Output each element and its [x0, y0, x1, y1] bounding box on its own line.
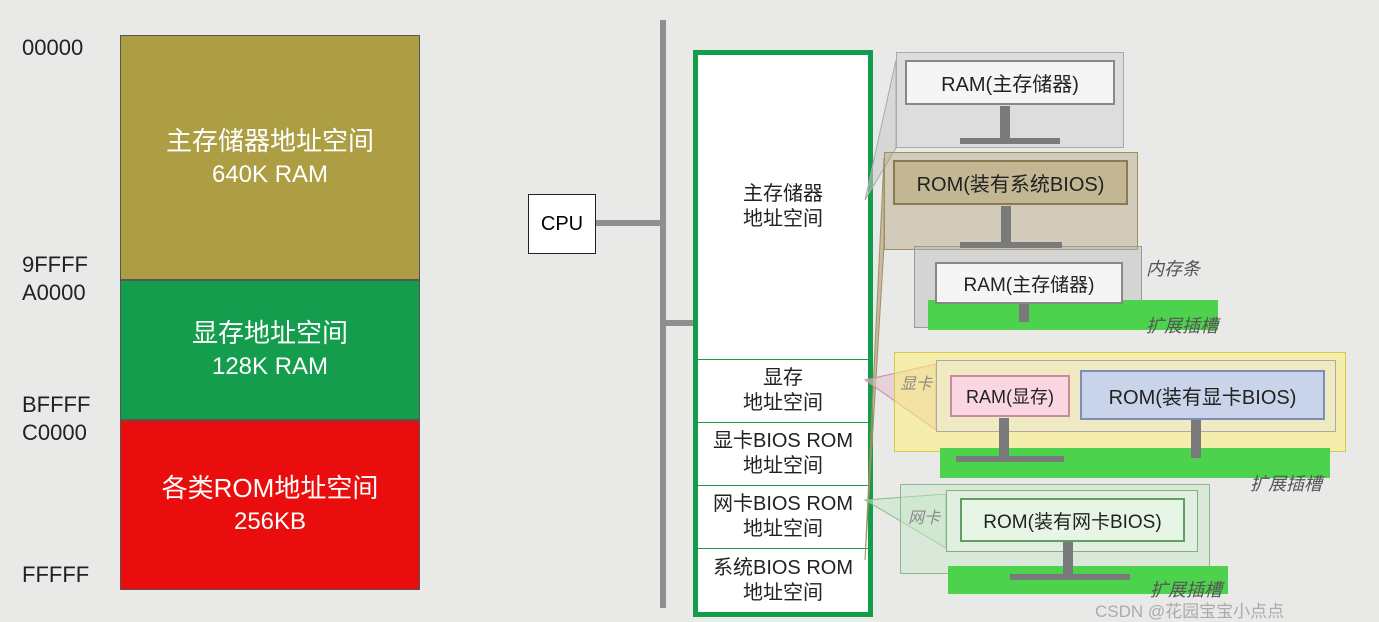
stem-v: [1001, 206, 1011, 244]
cpu-label: CPU: [541, 213, 583, 236]
memmap-seg-title: 主存储器地址空间: [166, 124, 374, 159]
stem-h: [960, 242, 1062, 248]
device-rom_gpu: ROM(装有显卡BIOS): [1080, 370, 1325, 420]
device-label: RAM(主存储器): [941, 68, 1079, 97]
label-watermark: CSDN @花园宝宝小点点: [1095, 597, 1284, 622]
stem-v: [1063, 542, 1073, 576]
memmap-addr-bot: 9FFFF: [22, 252, 88, 278]
addrspace-row-l1: 主存储器: [743, 182, 823, 207]
memmap-seg-sub: 256KB: [234, 506, 306, 538]
addrspace-row-l2: 地址空间: [743, 207, 823, 232]
device-label: ROM(装有网卡BIOS): [983, 507, 1161, 534]
addrspace-row: 系统BIOS ROM地址空间: [698, 549, 868, 612]
memmap-segment: 主存储器地址空间640K RAM: [120, 35, 420, 280]
memmap-addr-bot: BFFFF: [22, 392, 90, 418]
stem-v: [1191, 420, 1201, 458]
label-gpu: 显卡: [900, 370, 932, 394]
addrspace-row: 显卡BIOS ROM地址空间: [698, 423, 868, 486]
bus-addr-line: [660, 320, 693, 326]
device-label: ROM(装有显卡BIOS): [1109, 381, 1297, 410]
device-ram_gpu: RAM(显存): [950, 375, 1070, 417]
label-mem_stick: 内存条: [1146, 255, 1200, 281]
cpu-box: CPU: [528, 194, 596, 254]
label-slot1: 扩展插槽: [1146, 312, 1218, 338]
memmap-seg-sub: 640K RAM: [212, 159, 328, 191]
device-ram_main_top: RAM(主存储器): [905, 60, 1115, 105]
device-rom_nic: ROM(装有网卡BIOS): [960, 498, 1185, 542]
memmap-seg-title: 显存地址空间: [192, 316, 348, 351]
memmap-seg-title: 各类ROM地址空间: [162, 471, 379, 506]
addrspace-row-l1: 显存: [763, 366, 803, 391]
label-slot2: 扩展插槽: [1250, 470, 1322, 496]
memmap-segment: 显存地址空间128K RAM: [120, 280, 420, 420]
label-nic: 网卡: [908, 504, 940, 528]
device-ram_main2: RAM(主存储器): [935, 262, 1123, 304]
addrspace-row: 网卡BIOS ROM地址空间: [698, 486, 868, 549]
device-label: ROM(装有系统BIOS): [917, 168, 1105, 197]
addrspace-row: 显存地址空间: [698, 360, 868, 423]
stem-v: [999, 418, 1009, 458]
stem-h: [1010, 574, 1130, 580]
memmap-addr-top: C0000: [22, 420, 87, 446]
stem-h: [956, 456, 1064, 462]
memmap-seg-sub: 128K RAM: [212, 351, 328, 383]
device-label: RAM(显存): [966, 383, 1054, 409]
stem-v: [1019, 304, 1029, 322]
addrspace-row-l2: 地址空间: [743, 454, 823, 479]
bus-cpu-line: [594, 220, 660, 226]
addrspace-row-l1: 显卡BIOS ROM: [713, 429, 853, 454]
stem-v: [1000, 106, 1010, 140]
addrspace-row-l1: 系统BIOS ROM: [713, 556, 853, 581]
device-label: RAM(主存储器): [964, 270, 1095, 297]
addrspace-row-l1: 网卡BIOS ROM: [713, 492, 853, 517]
addrspace-row-l2: 地址空间: [743, 517, 823, 542]
bus-vertical: [660, 20, 666, 608]
memmap-segment: 各类ROM地址空间256KB: [120, 420, 420, 590]
memmap-addr-top: A0000: [22, 280, 86, 306]
addrspace-row-l2: 地址空间: [743, 391, 823, 416]
memmap-addr-top: 00000: [22, 35, 83, 61]
addrspace-row-l2: 地址空间: [743, 581, 823, 606]
addrspace-row: 主存储器地址空间: [698, 55, 868, 360]
device-rom_bios: ROM(装有系统BIOS): [893, 160, 1128, 205]
memmap-addr-bot: FFFFF: [22, 562, 89, 588]
stem-h: [960, 138, 1060, 144]
